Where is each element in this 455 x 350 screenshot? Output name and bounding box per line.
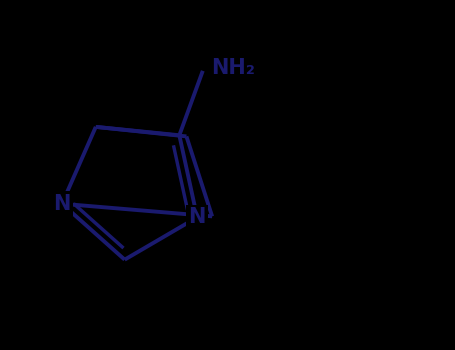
- Text: N: N: [188, 207, 206, 227]
- Text: NH₂: NH₂: [212, 58, 255, 78]
- Text: N: N: [53, 194, 71, 214]
